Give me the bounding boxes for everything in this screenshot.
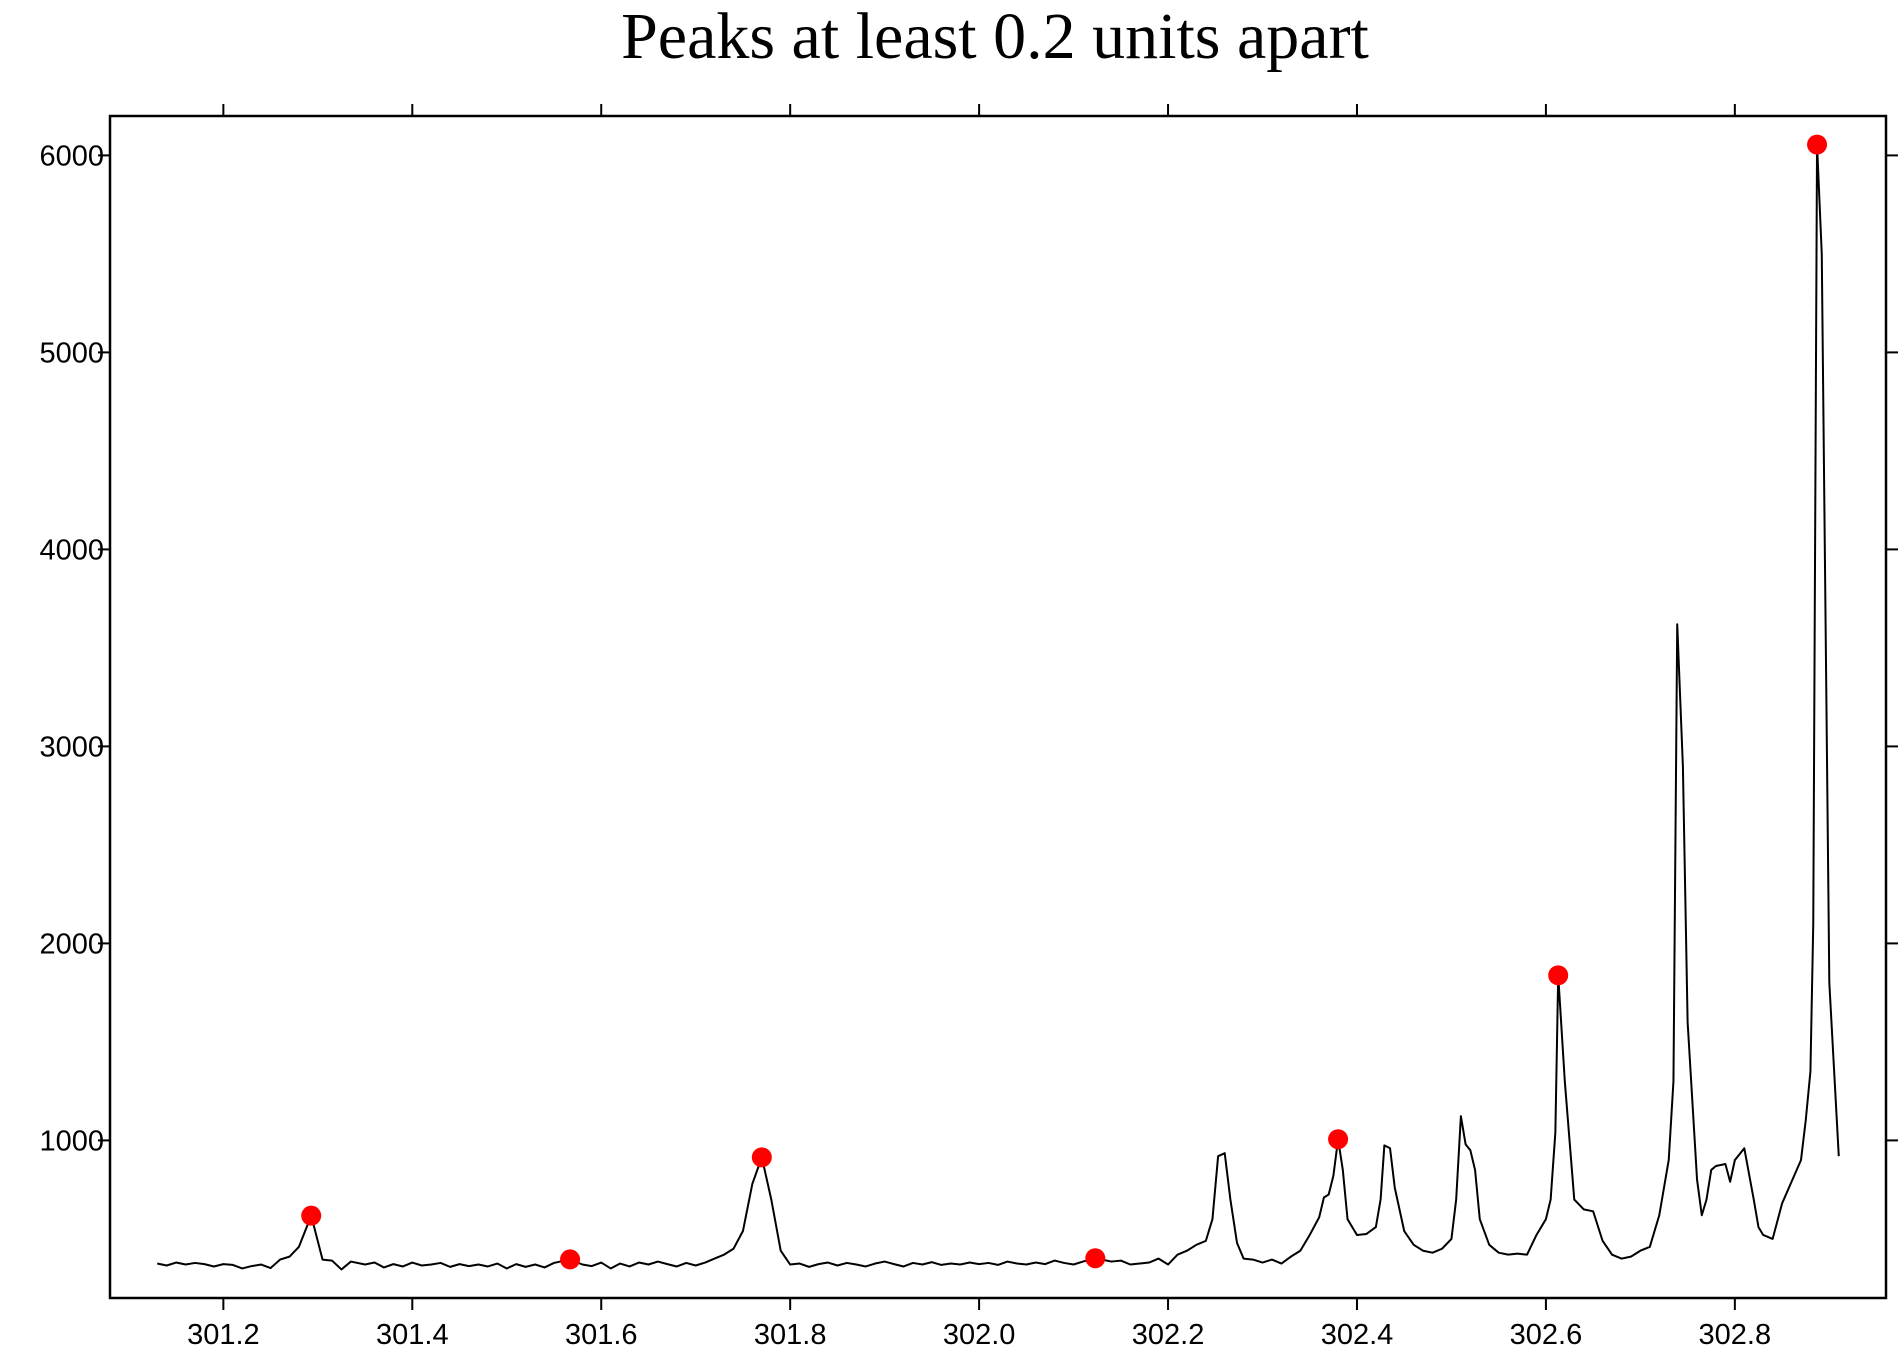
peak-marker: [751, 1147, 772, 1168]
y-tick-label: 5000: [39, 337, 104, 369]
x-tick-label: 301.4: [376, 1319, 449, 1351]
x-tick-label: 302.2: [1132, 1319, 1205, 1351]
peak-marker: [301, 1205, 322, 1226]
y-tick-label: 2000: [39, 928, 104, 960]
y-tick-label: 6000: [39, 140, 104, 172]
peak-marker: [1085, 1248, 1106, 1269]
x-tick-label: 302.6: [1510, 1319, 1583, 1351]
y-tick-label: 1000: [39, 1125, 104, 1157]
plot-frame: [108, 114, 1888, 1300]
y-tick-label: 4000: [39, 534, 104, 566]
peak-marker: [560, 1249, 581, 1270]
y-tick-label: 3000: [39, 731, 104, 763]
peak-marker: [1328, 1129, 1349, 1150]
peak-marker: [1807, 134, 1828, 155]
x-tick-label: 301.8: [754, 1319, 827, 1351]
x-tick-label: 302.8: [1699, 1319, 1772, 1351]
x-tick-label: 302.0: [943, 1319, 1016, 1351]
x-tick-label: 302.4: [1321, 1319, 1394, 1351]
peak-marker: [1548, 965, 1569, 986]
x-tick-label: 301.6: [565, 1319, 638, 1351]
x-tick-label: 301.2: [187, 1319, 260, 1351]
data-line: [157, 143, 1840, 1271]
chart-title: Peaks at least 0.2 units apart: [621, 0, 1369, 73]
